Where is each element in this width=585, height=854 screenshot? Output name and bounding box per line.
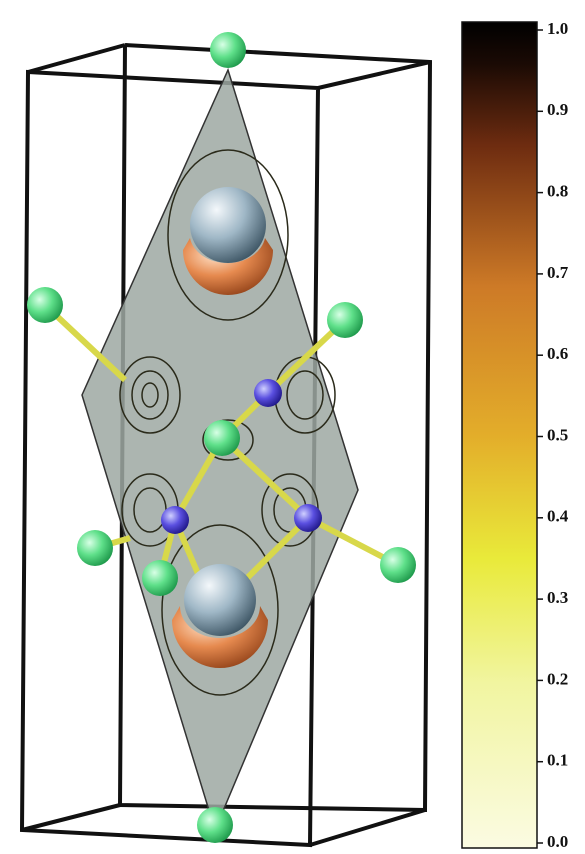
figure: 0.0 0.1 0.2 0.3 0.4 0.5 0.6 0.7 0.8 0.9 1.0 xyxy=(0,0,585,854)
tick-label: 0.1 xyxy=(547,751,568,770)
tick-label: 0.7 xyxy=(547,263,569,282)
tick-label: 0.6 xyxy=(547,344,568,363)
tick-label: 1.0 xyxy=(547,19,568,38)
tick-label: 0.0 xyxy=(547,832,568,851)
tick-label: 0.9 xyxy=(547,100,568,119)
tick-label: 0.5 xyxy=(547,425,568,444)
tick-label: 0.3 xyxy=(547,588,568,607)
colorbar xyxy=(462,22,537,848)
tick-label: 0.2 xyxy=(547,669,568,688)
tick-label: 0.4 xyxy=(547,507,569,526)
tick-label: 0.8 xyxy=(547,182,568,201)
